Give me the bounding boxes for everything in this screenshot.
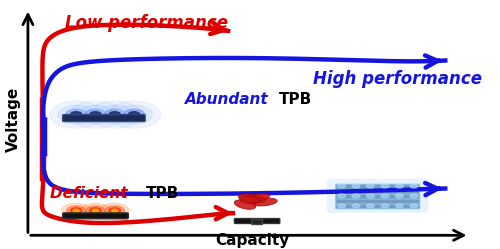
- Text: Deficient: Deficient: [50, 186, 132, 201]
- Circle shape: [92, 209, 98, 212]
- Circle shape: [104, 109, 126, 120]
- Circle shape: [85, 109, 106, 120]
- Circle shape: [81, 203, 110, 218]
- FancyBboxPatch shape: [234, 219, 280, 224]
- Circle shape: [338, 204, 345, 208]
- FancyBboxPatch shape: [327, 179, 428, 213]
- Circle shape: [124, 109, 144, 120]
- Text: High performance: High performance: [312, 70, 482, 88]
- Circle shape: [396, 204, 404, 208]
- Circle shape: [74, 209, 79, 212]
- Circle shape: [50, 101, 102, 128]
- Circle shape: [108, 101, 160, 128]
- Circle shape: [90, 208, 102, 214]
- Circle shape: [410, 204, 418, 208]
- Ellipse shape: [238, 193, 266, 203]
- Circle shape: [70, 112, 82, 118]
- Circle shape: [66, 206, 86, 216]
- Circle shape: [90, 112, 102, 118]
- Circle shape: [352, 204, 360, 208]
- Circle shape: [77, 105, 114, 124]
- Circle shape: [381, 204, 389, 208]
- Circle shape: [116, 105, 152, 124]
- FancyBboxPatch shape: [336, 194, 419, 199]
- Circle shape: [396, 184, 404, 188]
- Circle shape: [58, 105, 94, 124]
- Text: TPB: TPB: [279, 92, 312, 107]
- Circle shape: [88, 101, 142, 128]
- Circle shape: [100, 203, 129, 218]
- FancyBboxPatch shape: [336, 204, 419, 209]
- Circle shape: [366, 194, 374, 198]
- Circle shape: [366, 184, 374, 188]
- Circle shape: [381, 194, 389, 198]
- Circle shape: [96, 105, 133, 124]
- Text: Low performance: Low performance: [64, 14, 228, 32]
- Ellipse shape: [250, 193, 270, 201]
- Circle shape: [366, 204, 374, 208]
- Circle shape: [105, 206, 124, 216]
- Text: Capacity: Capacity: [215, 233, 290, 248]
- FancyBboxPatch shape: [252, 220, 262, 224]
- Circle shape: [70, 208, 82, 214]
- Circle shape: [381, 184, 389, 188]
- Circle shape: [338, 194, 345, 198]
- Text: Abundant: Abundant: [184, 92, 274, 107]
- Circle shape: [112, 209, 117, 212]
- FancyBboxPatch shape: [336, 199, 419, 204]
- Circle shape: [66, 109, 87, 120]
- Circle shape: [410, 194, 418, 198]
- Circle shape: [352, 184, 360, 188]
- Ellipse shape: [240, 196, 260, 203]
- Circle shape: [69, 101, 122, 128]
- Circle shape: [86, 206, 105, 216]
- Ellipse shape: [234, 200, 256, 209]
- Circle shape: [410, 184, 418, 188]
- Text: Voltage: Voltage: [6, 87, 21, 152]
- FancyBboxPatch shape: [336, 184, 419, 189]
- Circle shape: [128, 112, 140, 118]
- Circle shape: [352, 194, 360, 198]
- FancyBboxPatch shape: [336, 189, 419, 194]
- Circle shape: [109, 208, 120, 214]
- Circle shape: [396, 194, 404, 198]
- Circle shape: [62, 203, 90, 218]
- Ellipse shape: [252, 198, 278, 206]
- Circle shape: [338, 184, 345, 188]
- FancyBboxPatch shape: [62, 115, 145, 122]
- Text: TPB: TPB: [146, 186, 180, 201]
- Circle shape: [109, 112, 120, 118]
- FancyBboxPatch shape: [62, 213, 128, 219]
